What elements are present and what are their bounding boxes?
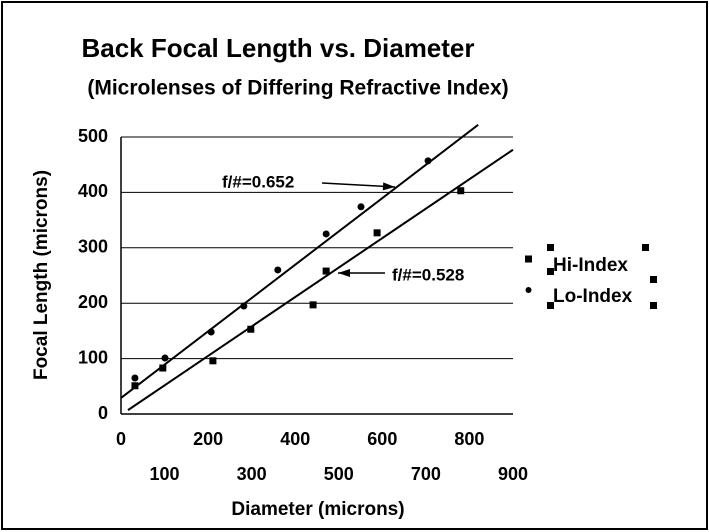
y-tick-label: 200	[78, 292, 108, 312]
point	[209, 357, 217, 365]
point	[131, 382, 139, 390]
annotation: f/#=0.528	[392, 265, 464, 284]
point	[274, 266, 282, 274]
x-tick-label: 300	[237, 464, 267, 484]
point	[240, 302, 248, 310]
point	[159, 364, 167, 372]
y-axis-label: Focal Length (microns)	[31, 170, 52, 380]
legend-label: Lo-Index	[553, 286, 633, 307]
point	[322, 267, 330, 275]
point	[247, 325, 255, 333]
x-tick-label: 0	[116, 429, 126, 449]
x-tick-label: 100	[150, 464, 180, 484]
x-tick-label: 900	[498, 464, 528, 484]
y-tick-label: 100	[78, 347, 108, 367]
y-tick-label: 0	[98, 403, 108, 423]
annotation: f/#=0.652	[222, 172, 294, 191]
chart-title: Back Focal Length vs. Diameter	[81, 33, 474, 63]
trend-line	[127, 148, 514, 411]
x-tick-label: 600	[367, 429, 397, 449]
y-tick-label: 500	[78, 126, 108, 146]
point	[309, 301, 317, 309]
x-tick-label: 400	[280, 429, 310, 449]
point	[373, 229, 381, 237]
y-tick-label: 400	[78, 181, 108, 201]
point	[424, 157, 432, 165]
x-tick-label: 500	[324, 464, 354, 484]
point	[207, 328, 215, 336]
x-axis-label: Diameter (microns)	[231, 499, 404, 520]
point	[131, 374, 139, 382]
x-tick-label: 700	[411, 464, 441, 484]
legend-marker	[525, 255, 532, 263]
point	[457, 187, 465, 195]
x-tick-label: 800	[454, 429, 484, 449]
annotation-arrowhead	[338, 269, 350, 277]
annotation-arrow	[321, 182, 396, 188]
legend-label: Hi-Index	[553, 255, 628, 276]
trend-line	[120, 124, 479, 399]
chart-subtitle: (Microlenses of Differing Refractive Ind…	[87, 77, 508, 100]
y-tick-label: 300	[78, 237, 108, 257]
annotation-arrowhead	[382, 182, 395, 191]
legend-handles	[547, 244, 657, 309]
point	[322, 230, 330, 238]
legend-marker	[525, 287, 532, 293]
point	[357, 203, 365, 211]
point	[161, 354, 169, 362]
x-tick-label: 200	[193, 429, 223, 449]
